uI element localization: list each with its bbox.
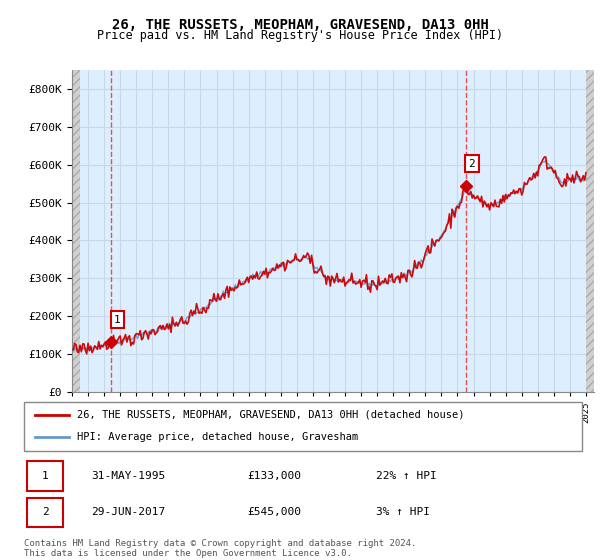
Text: 26, THE RUSSETS, MEOPHAM, GRAVESEND, DA13 0HH: 26, THE RUSSETS, MEOPHAM, GRAVESEND, DA1… — [112, 18, 488, 32]
Text: 31-MAY-1995: 31-MAY-1995 — [91, 471, 165, 481]
Text: 3% ↑ HPI: 3% ↑ HPI — [376, 507, 430, 517]
Text: 29-JUN-2017: 29-JUN-2017 — [91, 507, 165, 517]
Text: 22% ↑ HPI: 22% ↑ HPI — [376, 471, 436, 481]
Bar — [72, 70, 80, 392]
Text: 26, THE RUSSETS, MEOPHAM, GRAVESEND, DA13 0HH (detached house): 26, THE RUSSETS, MEOPHAM, GRAVESEND, DA1… — [77, 410, 464, 420]
Text: 2: 2 — [469, 158, 475, 169]
FancyBboxPatch shape — [27, 498, 63, 527]
Text: £133,000: £133,000 — [247, 471, 301, 481]
Text: 2: 2 — [42, 507, 49, 517]
Text: Price paid vs. HM Land Registry's House Price Index (HPI): Price paid vs. HM Land Registry's House … — [97, 29, 503, 42]
Bar — [586, 70, 594, 392]
Text: 1: 1 — [114, 315, 121, 325]
FancyBboxPatch shape — [24, 402, 582, 451]
Text: £545,000: £545,000 — [247, 507, 301, 517]
Text: 1: 1 — [42, 471, 49, 481]
Text: Contains HM Land Registry data © Crown copyright and database right 2024.
This d: Contains HM Land Registry data © Crown c… — [24, 539, 416, 558]
FancyBboxPatch shape — [27, 461, 63, 491]
Text: HPI: Average price, detached house, Gravesham: HPI: Average price, detached house, Grav… — [77, 432, 358, 442]
